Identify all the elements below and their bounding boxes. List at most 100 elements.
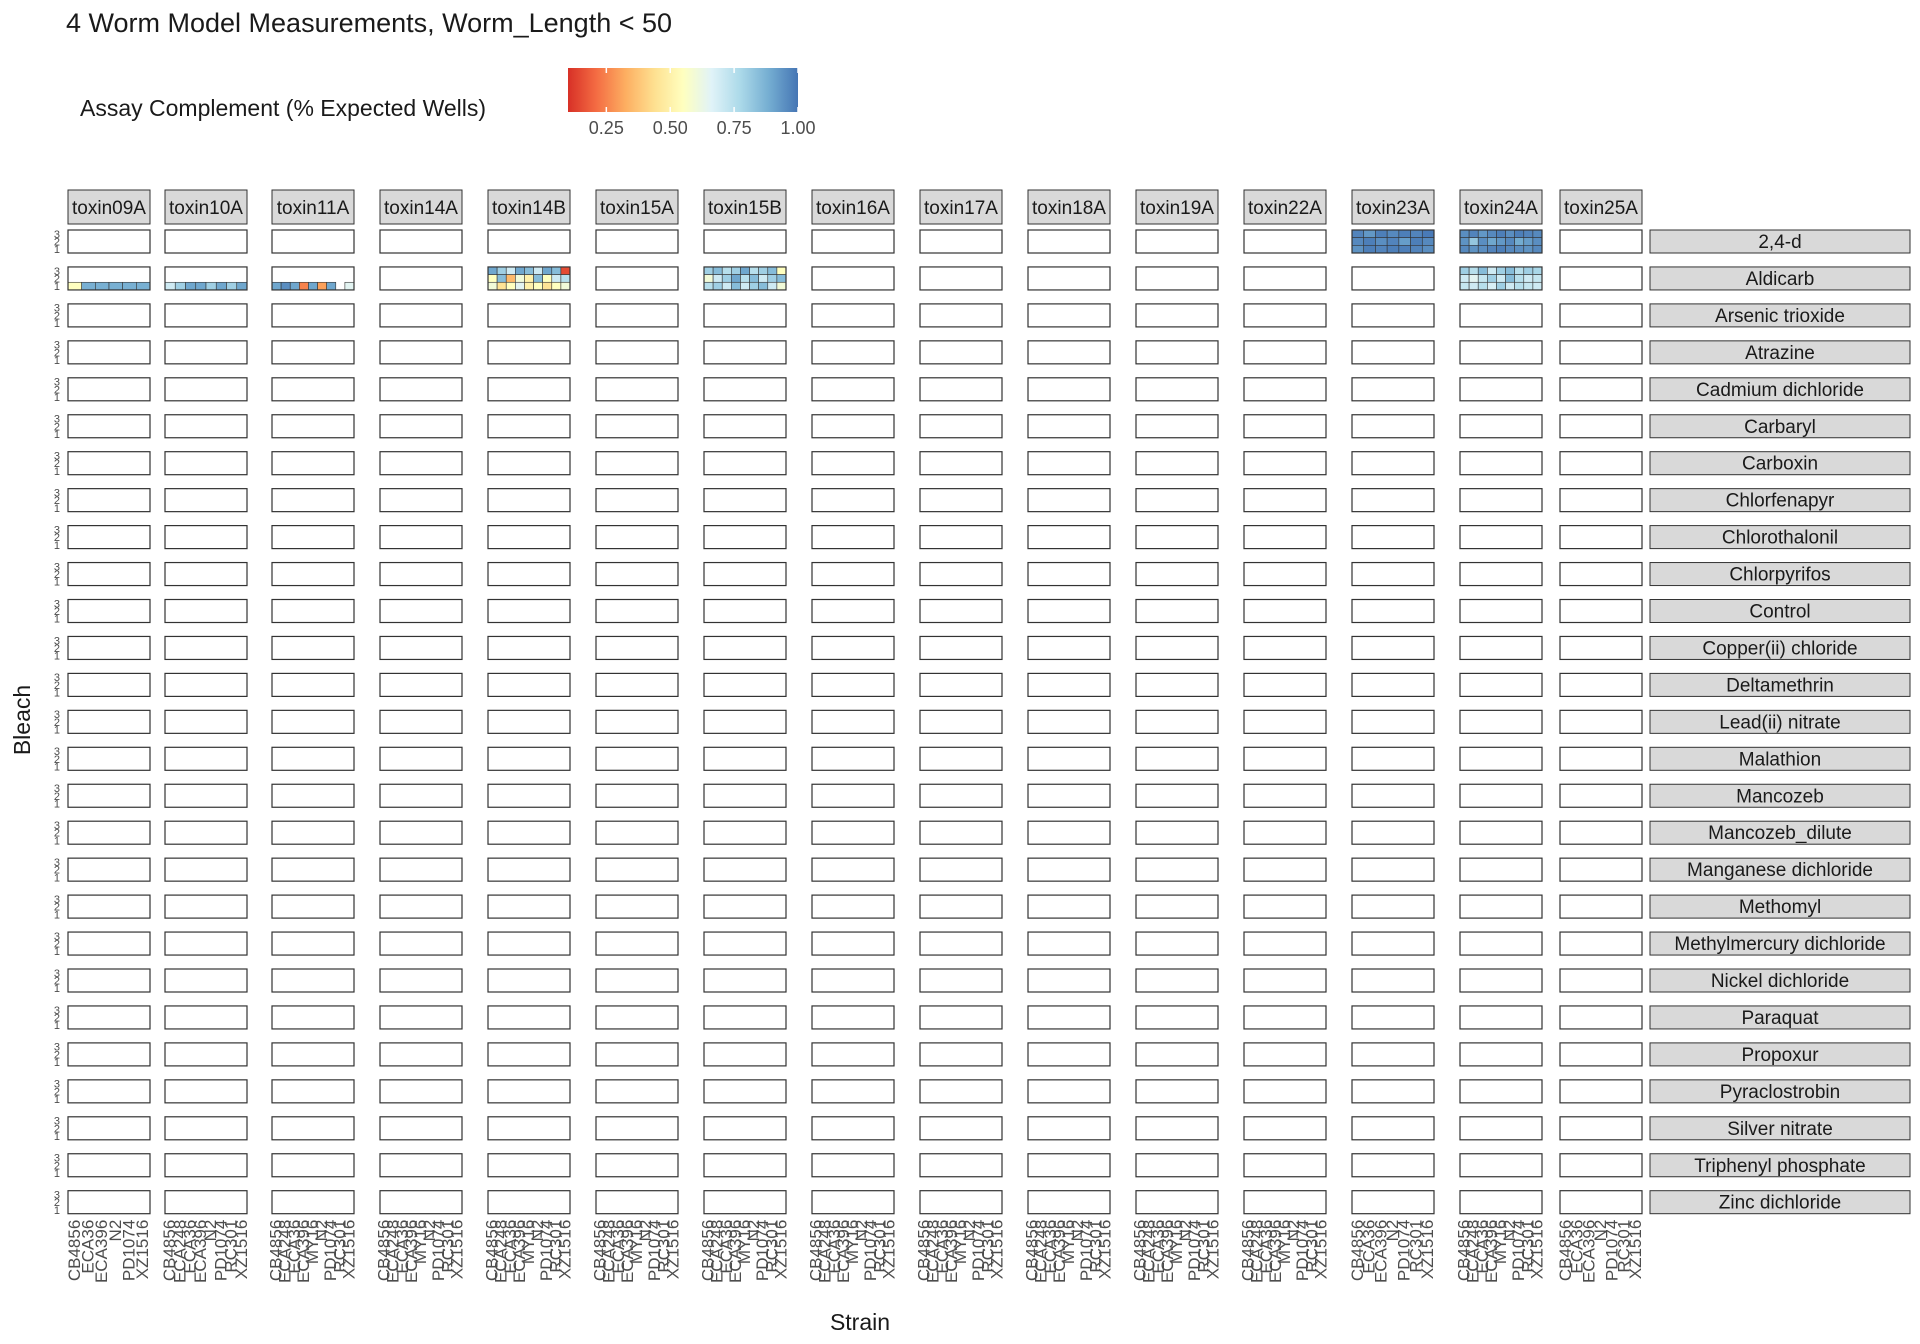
facet-panel (1351, 1042, 1435, 1067)
facet-panel (1135, 931, 1219, 956)
facet-panel (811, 598, 895, 624)
facet-panel (1135, 414, 1219, 439)
legend-tick-label: 0.75 (717, 118, 752, 138)
facet-panel (1243, 635, 1327, 661)
facet-panel (164, 340, 248, 365)
x-tick-label: ECA248 (1140, 1220, 1159, 1283)
facet-panel (164, 1190, 248, 1215)
heatmap-cell (712, 274, 723, 283)
heatmap-cell (1421, 229, 1435, 238)
heatmap-cell (271, 281, 282, 291)
facet-panel (811, 488, 895, 513)
heatmap-cell (1477, 281, 1488, 291)
heatmap-cell (1410, 245, 1423, 254)
facet-panel (1243, 894, 1327, 919)
heatmap-cell (236, 281, 248, 291)
facet-panel (1243, 1116, 1327, 1141)
facet-strip-toxin17A (919, 189, 1003, 225)
heatmap-cell (1532, 229, 1543, 238)
y-tick-label: 1 (54, 1020, 60, 1032)
heatmap-cell (496, 274, 507, 283)
facet-panel (1027, 968, 1111, 993)
heatmap-cell (1505, 229, 1515, 238)
facet-panel (595, 1190, 679, 1215)
facet-panel (703, 968, 787, 993)
facet-panel (919, 414, 1003, 439)
x-tick-label: CB4856 (591, 1220, 610, 1281)
x-tick-label: XZ1516 (232, 1220, 251, 1280)
facet-panel (1351, 303, 1435, 328)
heatmap-cell (758, 266, 769, 275)
facet-panel (1027, 709, 1111, 734)
heatmap-cell (1468, 245, 1479, 254)
facet-panel (271, 746, 355, 771)
facet-panel (1459, 229, 1543, 254)
facet-panel (67, 598, 151, 624)
heatmap-cell (1496, 237, 1506, 246)
facet-panel (67, 524, 151, 550)
facet-panel (919, 1042, 1003, 1067)
facet-panel (164, 746, 248, 771)
y-tick-label: 1 (54, 651, 60, 663)
y-tick-label: 3 (54, 783, 60, 795)
heatmap-cell (776, 266, 787, 275)
facet-panel (703, 635, 787, 661)
facet-row-label: Atrazine (1745, 343, 1815, 364)
y-tick-label: 1 (54, 909, 60, 921)
x-tick-label: RC301 (978, 1220, 997, 1273)
x-tick-label: MY16 (411, 1220, 430, 1264)
facet-panel (703, 414, 787, 439)
heatmap-cell (1496, 274, 1506, 283)
x-tick-label: PD1074 (120, 1220, 139, 1281)
heatmap-cell (205, 281, 217, 291)
facet-panel (271, 857, 355, 882)
x-tick-label: ECA36 (717, 1220, 736, 1274)
facet-panel (1459, 524, 1543, 550)
heatmap-cell (308, 281, 318, 291)
facet-panel (595, 451, 679, 476)
facet-panel (379, 451, 463, 476)
facet-panel (811, 1116, 895, 1141)
heatmap-cell (1410, 237, 1423, 246)
facet-panel (1243, 1042, 1327, 1067)
facet-panel (67, 303, 151, 328)
heatmap-cell (1514, 266, 1525, 275)
facet-panel (379, 931, 463, 956)
y-tick-label: 2 (54, 865, 60, 877)
x-tick-label: RC301 (1518, 1220, 1537, 1273)
facet-panel (1135, 820, 1219, 845)
heatmap-cell (524, 274, 534, 283)
y-tick-label: 3 (54, 709, 60, 721)
facet-panel (271, 377, 355, 402)
heatmap-cell (487, 266, 498, 275)
x-tick-label: ECA396 (1579, 1220, 1598, 1283)
heatmap-cell (487, 281, 498, 291)
y-tick-label: 1 (54, 244, 60, 256)
facet-panel (379, 894, 463, 919)
facet-row-label: 2,4-d (1758, 232, 1801, 253)
x-tick-label: XZ1516 (1626, 1220, 1645, 1280)
x-tick-label: MY16 (843, 1220, 862, 1264)
y-tick-label: 1 (54, 577, 60, 589)
facet-panel (595, 820, 679, 845)
facet-row-label: Arsenic trioxide (1715, 306, 1845, 327)
facet-panel (487, 746, 571, 771)
facet-panel (164, 598, 248, 624)
y-tick-label: 1 (54, 688, 60, 700)
facet-panel (1459, 561, 1543, 587)
x-tick-label: PD1074 (429, 1220, 448, 1281)
heatmap-cell (533, 274, 543, 283)
legend-tick-label: 1.00 (780, 118, 815, 138)
facet-panel (1243, 451, 1327, 476)
x-tick-label: RC301 (762, 1220, 781, 1273)
heatmap-cell (496, 266, 507, 275)
facet-panel (1027, 783, 1111, 808)
y-tick-label: 3 (54, 1079, 60, 1091)
heatmap-cell (560, 266, 571, 275)
x-tick-label: RC301 (870, 1220, 889, 1273)
y-tick-label: 2 (54, 902, 60, 914)
facet-panel (919, 340, 1003, 365)
facet-strip-toxin24A (1459, 189, 1543, 225)
x-tick-label: ECA248 (170, 1220, 189, 1283)
facet-panel (1459, 266, 1543, 291)
